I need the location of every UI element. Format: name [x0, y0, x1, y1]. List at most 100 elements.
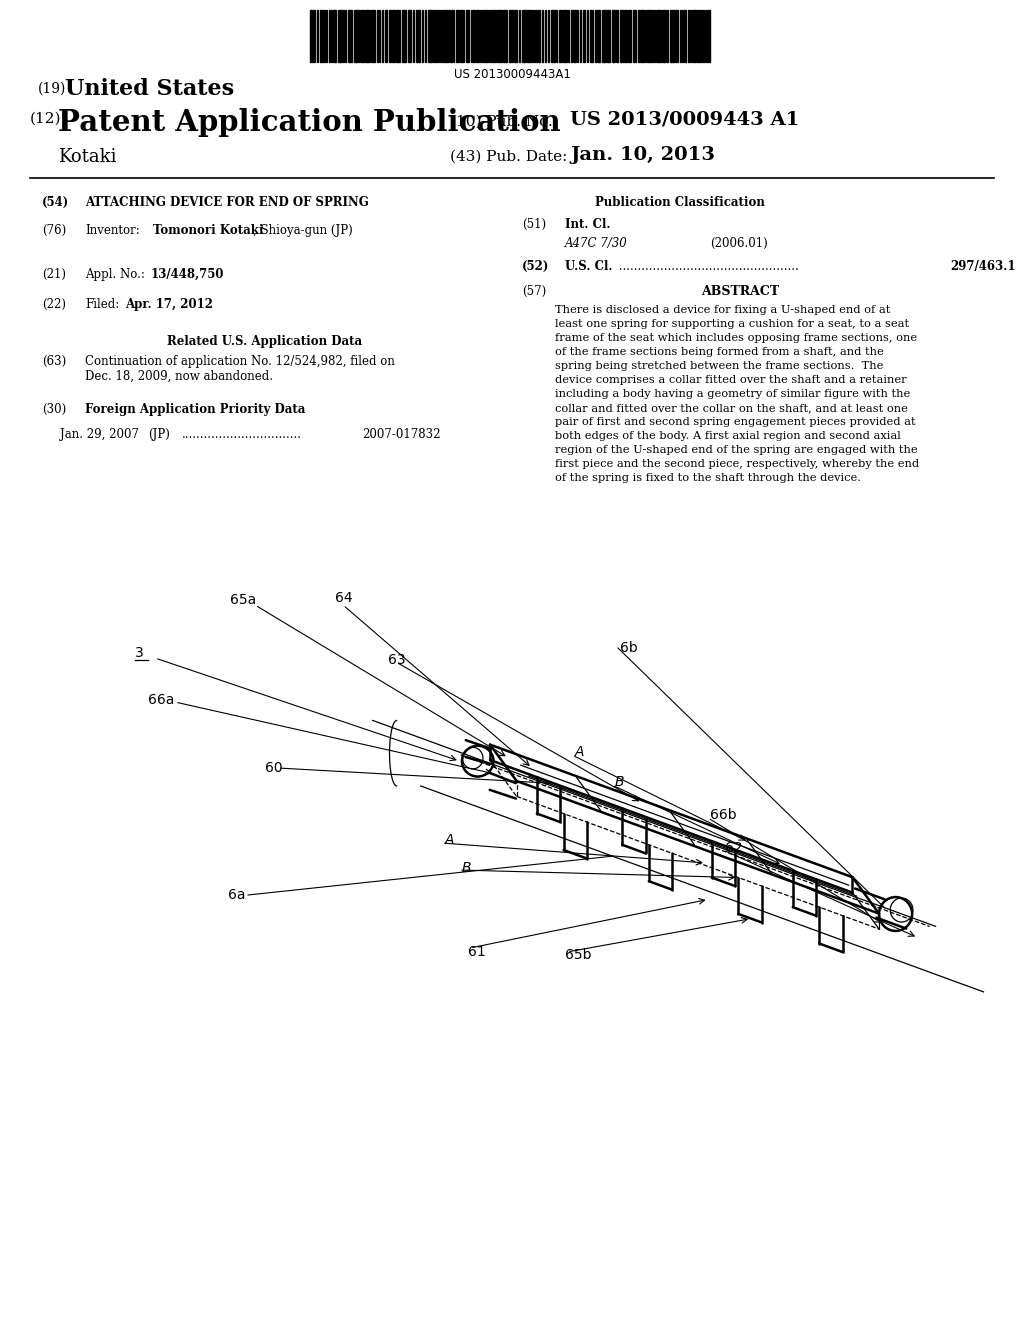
Bar — [688, 11, 690, 62]
Bar — [697, 11, 700, 62]
Text: (43) Pub. Date:: (43) Pub. Date: — [450, 150, 567, 164]
Text: ................................................: ........................................… — [615, 260, 799, 273]
Text: region of the U-shaped end of the spring are engaged with the: region of the U-shaped end of the spring… — [555, 445, 918, 455]
Text: 6a: 6a — [228, 888, 246, 902]
Text: (21): (21) — [42, 268, 66, 281]
Bar — [563, 11, 567, 62]
Bar — [693, 11, 696, 62]
Bar — [612, 11, 615, 62]
Bar — [338, 11, 342, 62]
Bar — [607, 11, 610, 62]
Text: Apr. 17, 2012: Apr. 17, 2012 — [125, 298, 213, 312]
Bar — [624, 11, 627, 62]
Text: 3: 3 — [135, 645, 143, 660]
Text: Kotaki: Kotaki — [58, 148, 117, 166]
Text: 61: 61 — [468, 945, 485, 960]
Text: Publication Classification: Publication Classification — [595, 195, 765, 209]
Text: ABSTRACT: ABSTRACT — [701, 285, 779, 298]
Text: A: A — [445, 833, 455, 847]
Text: A47C 7/30: A47C 7/30 — [565, 238, 628, 249]
Bar — [310, 11, 312, 62]
Bar — [498, 11, 502, 62]
Bar — [708, 11, 710, 62]
Text: spring being stretched between the frame sections.  The: spring being stretched between the frame… — [555, 360, 884, 371]
Text: Continuation of application No. 12/524,982, filed on: Continuation of application No. 12/524,9… — [85, 355, 395, 368]
Bar — [662, 11, 665, 62]
Text: frame of the seat which includes opposing frame sections, one: frame of the seat which includes opposin… — [555, 333, 918, 343]
Bar — [476, 11, 479, 62]
Bar — [559, 11, 562, 62]
Text: Tomonori Kotaki: Tomonori Kotaki — [153, 224, 263, 238]
Text: device comprises a collar fitted over the shaft and a retainer: device comprises a collar fitted over th… — [555, 375, 906, 385]
Bar — [573, 11, 575, 62]
Bar — [313, 11, 315, 62]
Text: B: B — [615, 775, 625, 789]
Text: 13/448,750: 13/448,750 — [151, 268, 224, 281]
Bar — [361, 11, 364, 62]
Text: United States: United States — [65, 78, 234, 100]
Text: Appl. No.:: Appl. No.: — [85, 268, 144, 281]
Text: US 20130009443A1: US 20130009443A1 — [454, 69, 570, 81]
Bar — [647, 11, 651, 62]
Bar — [620, 11, 623, 62]
Bar — [466, 11, 469, 62]
Text: first piece and the second piece, respectively, whereby the end: first piece and the second piece, respec… — [555, 459, 920, 469]
Bar — [348, 11, 352, 62]
Bar — [428, 11, 432, 62]
Bar — [392, 11, 395, 62]
Text: (19): (19) — [38, 82, 67, 96]
Text: There is disclosed a device for fixing a U-shaped end of at: There is disclosed a device for fixing a… — [555, 305, 891, 315]
Bar — [583, 11, 585, 62]
Bar — [522, 11, 526, 62]
Bar — [527, 11, 531, 62]
Text: 63: 63 — [388, 653, 406, 667]
Text: 2007-017832: 2007-017832 — [362, 428, 440, 441]
Bar — [484, 11, 487, 62]
Bar — [640, 11, 644, 62]
Text: of the frame sections being formed from a shaft, and the: of the frame sections being formed from … — [555, 347, 884, 356]
Text: 66b: 66b — [710, 808, 736, 822]
Text: (22): (22) — [42, 298, 66, 312]
Bar — [684, 11, 686, 62]
Bar — [652, 11, 654, 62]
Text: (57): (57) — [522, 285, 546, 298]
Bar — [450, 11, 452, 62]
Text: (63): (63) — [42, 355, 67, 368]
Bar — [416, 11, 420, 62]
Bar — [701, 11, 703, 62]
Bar — [492, 11, 495, 62]
Text: 297/463.1: 297/463.1 — [950, 260, 1016, 273]
Text: (JP): (JP) — [148, 428, 170, 441]
Bar — [319, 11, 323, 62]
Text: of the spring is fixed to the shaft through the device.: of the spring is fixed to the shaft thro… — [555, 473, 861, 483]
Text: Filed:: Filed: — [85, 298, 119, 312]
Text: including a body having a geometry of similar figure with the: including a body having a geometry of si… — [555, 389, 910, 399]
Bar — [354, 11, 358, 62]
Text: 62: 62 — [725, 841, 742, 855]
Bar — [396, 11, 400, 62]
Bar — [633, 11, 636, 62]
Bar — [435, 11, 437, 62]
Text: Int. Cl.: Int. Cl. — [565, 218, 610, 231]
Bar — [514, 11, 517, 62]
Bar — [389, 11, 391, 62]
Text: ................................: ................................ — [182, 428, 302, 441]
Text: 6b: 6b — [620, 642, 638, 655]
Text: US 2013/0009443 A1: US 2013/0009443 A1 — [570, 111, 800, 129]
Text: 66a: 66a — [148, 693, 174, 708]
Bar — [616, 11, 618, 62]
Text: (10) Pub. No.:: (10) Pub. No.: — [450, 115, 558, 129]
Bar — [456, 11, 459, 62]
Text: B: B — [462, 861, 471, 875]
Text: (52): (52) — [522, 260, 549, 273]
Text: (76): (76) — [42, 224, 67, 238]
Text: 64: 64 — [335, 591, 352, 605]
Bar — [408, 11, 411, 62]
Text: U.S. Cl.: U.S. Cl. — [565, 260, 612, 273]
Bar — [538, 11, 540, 62]
Text: ATTACHING DEVICE FOR END OF SPRING: ATTACHING DEVICE FOR END OF SPRING — [85, 195, 369, 209]
Text: (2006.01): (2006.01) — [710, 238, 768, 249]
Text: (30): (30) — [42, 403, 67, 416]
Bar — [333, 11, 336, 62]
Bar — [385, 11, 387, 62]
